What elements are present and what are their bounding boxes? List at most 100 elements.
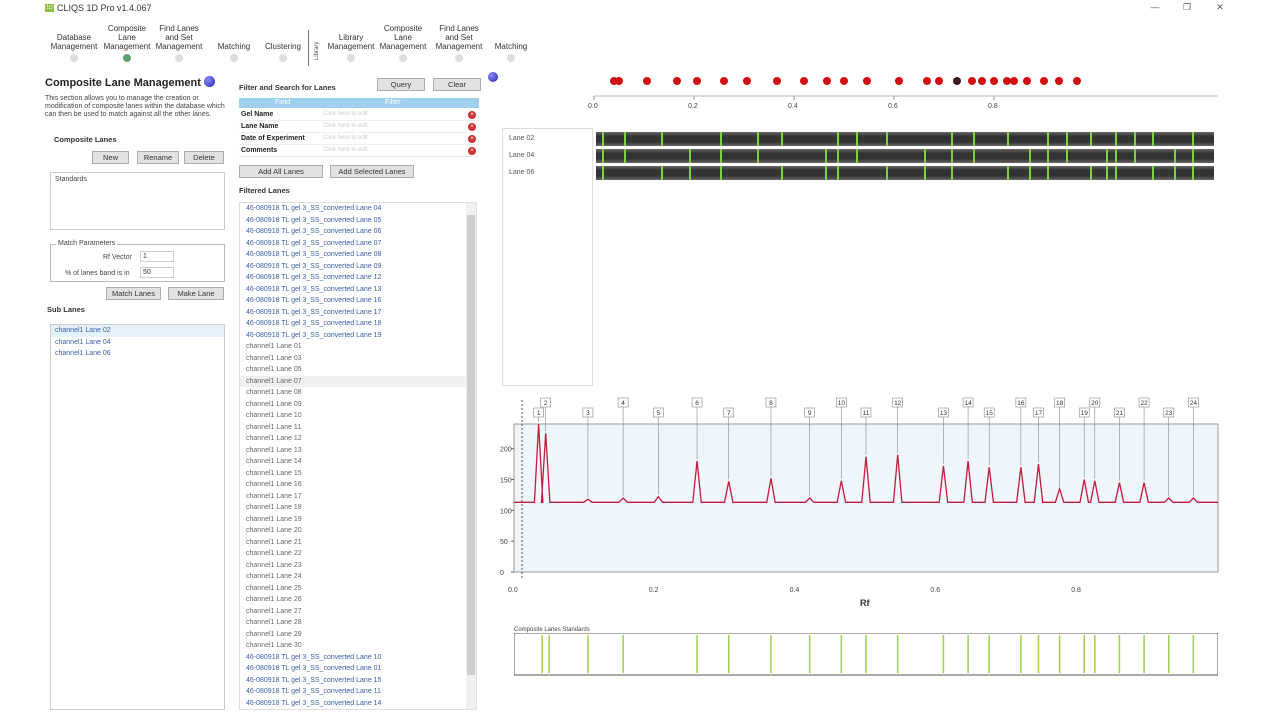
- list-item[interactable]: channel1 Lane 02: [51, 325, 224, 337]
- info-icon[interactable]: [488, 72, 498, 82]
- list-item[interactable]: channel1 Lane 19: [246, 515, 302, 523]
- band-dot[interactable]: [615, 77, 623, 85]
- peak-marker[interactable]: [582, 407, 594, 418]
- band-dot[interactable]: [1002, 77, 1011, 85]
- list-item[interactable]: 46-080918 TL gel 3_SS_converted Lane 16: [246, 297, 382, 304]
- list-item[interactable]: channel1 Lane 27: [246, 607, 302, 615]
- list-item[interactable]: 46-080918 TL gel 3_SS_converted Lane 15: [246, 676, 382, 684]
- rename-button[interactable]: Rename: [137, 151, 179, 164]
- peak-marker[interactable]: [540, 397, 551, 408]
- band-dot[interactable]: [840, 77, 848, 85]
- list-item[interactable]: 46-080918 TL gel 3_SS_converted Lane 12: [246, 274, 382, 281]
- peak-marker[interactable]: [691, 397, 703, 408]
- list-item[interactable]: channel1 Lane 03: [246, 354, 302, 362]
- clear-filter-icon[interactable]: ×: [468, 147, 476, 155]
- list-item[interactable]: channel1 Lane 23: [246, 561, 302, 569]
- list-item[interactable]: 46-080918 TL gel 3_SS_converted Lane 13: [246, 285, 382, 293]
- list-item[interactable]: channel1 Lane 05: [246, 366, 302, 373]
- nav-step[interactable]: Find Lanes and Set Management: [154, 24, 204, 62]
- match-lanes-button[interactable]: Match Lanes: [106, 287, 161, 300]
- peak-marker[interactable]: [653, 407, 664, 418]
- peak-marker[interactable]: [962, 397, 974, 408]
- peak-marker[interactable]: [892, 397, 903, 408]
- band-dot[interactable]: [720, 77, 728, 85]
- peak-marker[interactable]: [1078, 407, 1090, 418]
- band-dot[interactable]: [1022, 77, 1031, 85]
- peak-marker[interactable]: [860, 407, 872, 418]
- rf-vector-field[interactable]: 1: [140, 251, 174, 262]
- list-item[interactable]: channel1 Lane 01: [246, 343, 302, 350]
- band-dot[interactable]: [922, 77, 931, 85]
- peak-marker[interactable]: [617, 397, 629, 408]
- band-dot[interactable]: [692, 77, 701, 85]
- gel-lane-image[interactable]: [596, 149, 1214, 163]
- band-dot[interactable]: [1072, 77, 1081, 85]
- list-item[interactable]: channel1 Lane 20: [246, 527, 302, 534]
- sub-lanes-list[interactable]: channel1 Lane 02 channel1 Lane 04 channel1…: [50, 324, 225, 710]
- clear-button[interactable]: Clear: [433, 78, 481, 91]
- restore-button[interactable]: ❐: [1182, 2, 1192, 12]
- band-dot[interactable]: [895, 77, 903, 85]
- clear-filter-icon[interactable]: ×: [468, 111, 476, 119]
- percent-field[interactable]: 50: [140, 267, 174, 278]
- list-item[interactable]: channel1 Lane 06: [55, 350, 111, 357]
- band-dot[interactable]: [822, 77, 831, 85]
- add-selected-lanes-button[interactable]: Add Selected Lanes: [330, 165, 414, 178]
- list-item[interactable]: channel1 Lane 04: [55, 338, 111, 346]
- list-item[interactable]: channel1 Lane 13: [246, 446, 302, 454]
- peak-marker[interactable]: [1033, 407, 1044, 418]
- list-item[interactable]: 46-080918 TL gel 3_SS_converted Lane 10: [246, 653, 382, 661]
- band-dot[interactable]: [967, 77, 976, 85]
- peak-marker[interactable]: [836, 397, 847, 408]
- composite-lanes-list[interactable]: Standards: [50, 172, 225, 230]
- list-item[interactable]: channel1 Lane 29: [246, 630, 302, 638]
- info-icon[interactable]: [203, 76, 215, 87]
- list-item[interactable]: 46-080918 TL gel 3_SS_converted Lane 09: [246, 262, 382, 270]
- list-item[interactable]: channel1 Lane 11: [246, 423, 302, 431]
- band-dot[interactable]: [952, 77, 961, 85]
- scrollbar-thumb[interactable]: [467, 215, 475, 675]
- list-item[interactable]: channel1 Lane 18: [246, 504, 302, 511]
- close-button[interactable]: ✕: [1216, 2, 1224, 12]
- filter-row[interactable]: Lane Name Click here to edit ×: [239, 121, 479, 133]
- list-item[interactable]: 46-080918 TL gel 3_SS_converted Lane 07: [246, 239, 382, 247]
- peak-marker[interactable]: [1054, 397, 1065, 408]
- band-dot[interactable]: [862, 77, 871, 85]
- band-dot[interactable]: [642, 77, 651, 85]
- list-item[interactable]: channel1 Lane 08: [246, 389, 302, 396]
- peak-marker[interactable]: [1163, 407, 1175, 418]
- nav-step[interactable]: Library Management: [324, 24, 378, 62]
- nav-step[interactable]: Clustering: [263, 24, 303, 62]
- list-item[interactable]: channel1 Lane 24: [246, 573, 302, 580]
- band-dot[interactable]: [772, 77, 781, 85]
- filter-row[interactable]: Comments Click here to edit ×: [239, 145, 479, 157]
- list-item[interactable]: channel1 Lane 07: [240, 375, 476, 387]
- band-dot[interactable]: [935, 77, 943, 85]
- peak-marker[interactable]: [1188, 397, 1199, 408]
- nav-step[interactable]: Database Management: [49, 24, 99, 62]
- filter-value-input[interactable]: Click here to edit: [323, 147, 368, 153]
- peak-marker[interactable]: [804, 407, 815, 418]
- list-item[interactable]: channel1 Lane 28: [246, 619, 302, 626]
- nav-step[interactable]: Find Lanes and Set Management: [434, 24, 484, 62]
- peak-marker[interactable]: [938, 407, 949, 418]
- band-dot[interactable]: [800, 77, 808, 85]
- band-dot[interactable]: [1055, 77, 1063, 85]
- new-button[interactable]: New: [92, 151, 129, 164]
- filter-row[interactable]: Date of Experiment Click here to edit ×: [239, 133, 479, 145]
- list-item[interactable]: 46-080918 TL gel 3_SS_converted Lane 18: [246, 320, 382, 327]
- peak-marker[interactable]: [983, 407, 995, 418]
- add-all-lanes-button[interactable]: Add All Lanes: [239, 165, 323, 178]
- peak-marker[interactable]: [1089, 397, 1101, 408]
- filter-row[interactable]: Gel Name Click here to edit ×: [239, 109, 479, 121]
- list-item[interactable]: channel1 Lane 12: [246, 435, 302, 442]
- list-item[interactable]: 46-080918 TL gel 3_SS_converted Lane 08: [246, 251, 382, 258]
- peak-marker[interactable]: [723, 407, 735, 418]
- clear-filter-icon[interactable]: ×: [468, 135, 476, 143]
- list-item[interactable]: 46-080918 TL gel 3_SS_converted Lane 11: [246, 688, 381, 695]
- filter-value-input[interactable]: Click here to edit: [323, 111, 368, 117]
- list-item[interactable]: channel1 Lane 26: [246, 596, 302, 603]
- band-dot[interactable]: [990, 77, 998, 85]
- nav-step[interactable]: Composite Lane Management: [102, 24, 152, 62]
- minimize-button[interactable]: —: [1150, 2, 1160, 12]
